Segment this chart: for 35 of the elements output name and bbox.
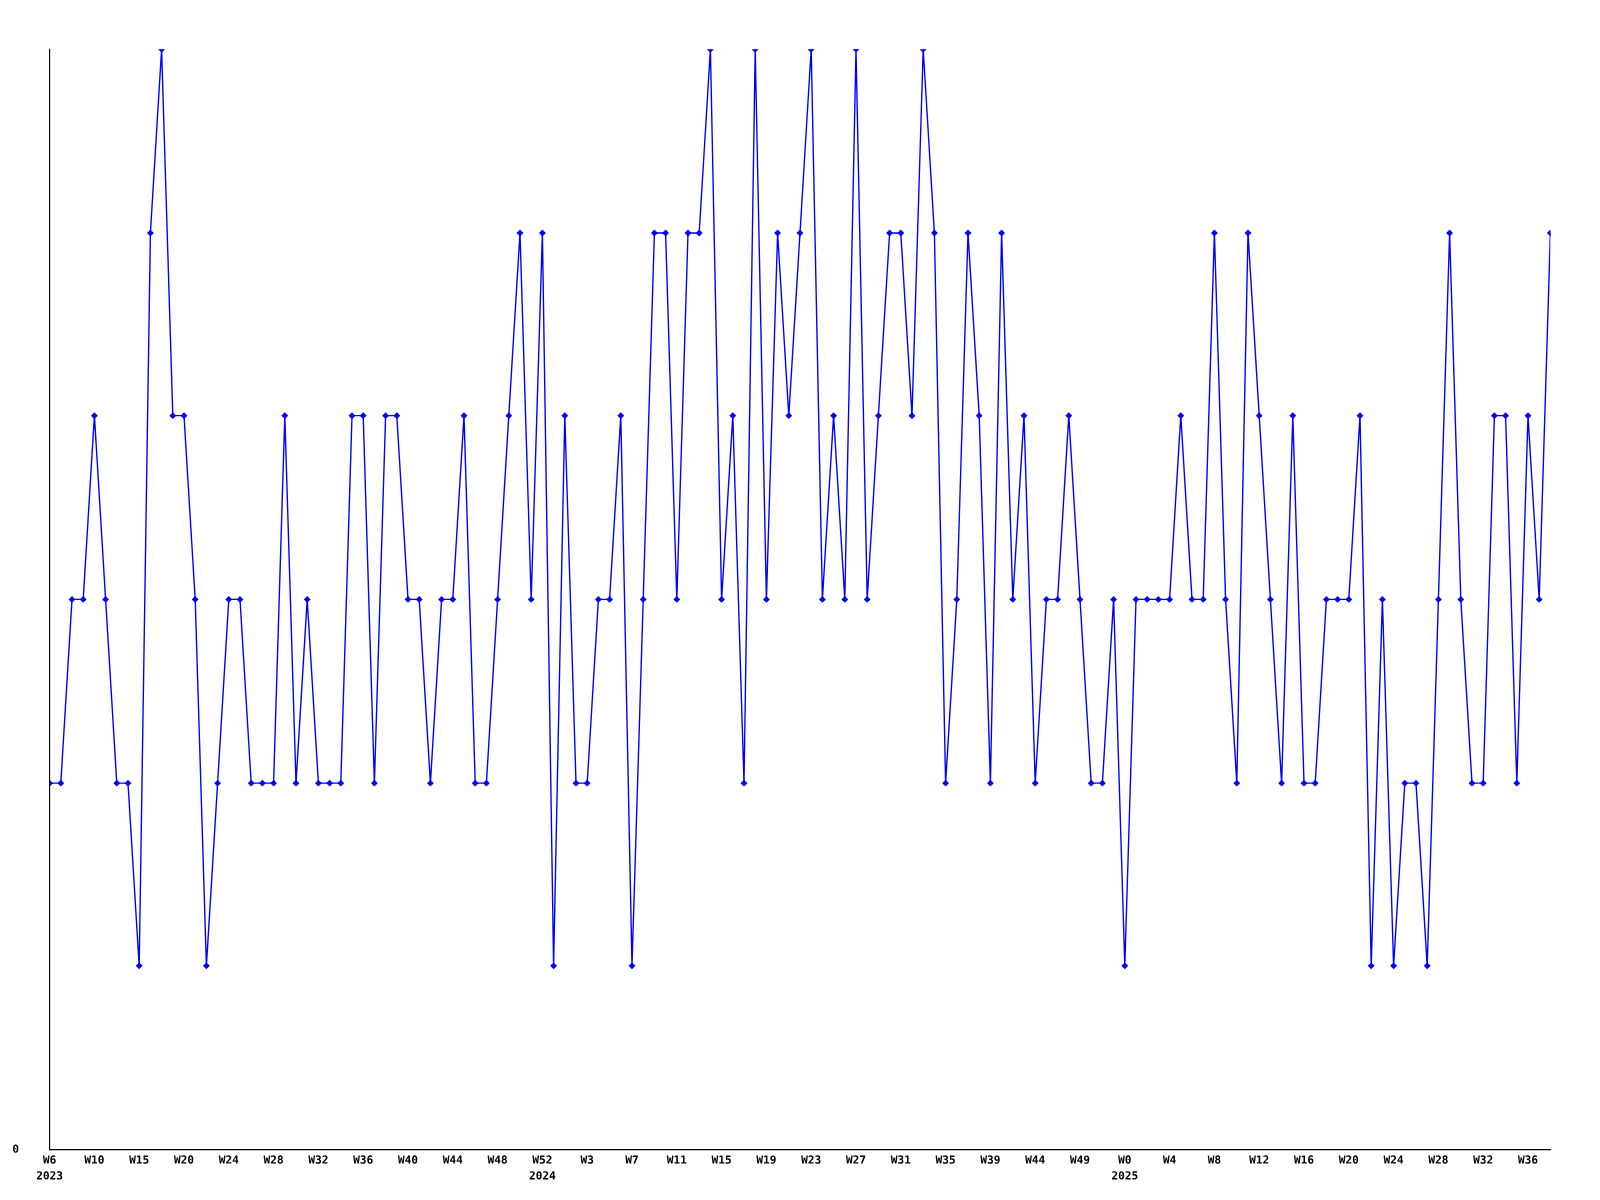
x-tick-label: W40 — [397, 1155, 418, 1164]
x-tick-label: W28 — [1428, 1155, 1448, 1164]
x-tick-label: W6 2023 — [36, 1155, 63, 1180]
x-tick-label: W24 — [218, 1155, 239, 1164]
x-tick-label: W7 — [625, 1155, 638, 1164]
x-tick-label: W11 — [666, 1155, 687, 1164]
x-tick-label: W20 — [1338, 1155, 1359, 1164]
x-tick-label: W16 — [1293, 1155, 1314, 1164]
x-tick-label: W24 — [1383, 1155, 1404, 1164]
x-tick-label: W10 — [84, 1155, 104, 1164]
x-tick-label: W48 — [487, 1155, 507, 1164]
x-tick-label: W52 2024 — [529, 1155, 556, 1180]
x-tick-label: W23 — [801, 1155, 821, 1164]
x-tick-label: W44 — [442, 1155, 463, 1164]
x-tick-label: W4 — [1162, 1155, 1176, 1164]
x-tick-label: W0 2025 — [1112, 1155, 1138, 1180]
x-tick-label: W32 — [1473, 1155, 1493, 1164]
x-tick-label: W8 — [1207, 1155, 1221, 1164]
x-tick-label: W20 — [173, 1155, 194, 1164]
x-tick-label: W39 — [980, 1155, 1000, 1164]
x-tick-label: W15 — [711, 1155, 731, 1164]
x-tick-label: W44 — [1025, 1155, 1045, 1164]
x-tick-label: W32 — [308, 1155, 328, 1164]
x-tick-label: W12 — [1249, 1155, 1269, 1164]
x-tick-label: W49 — [1069, 1155, 1090, 1164]
x-tick-label: W31 — [890, 1155, 911, 1164]
x-tick-label: W36 — [353, 1155, 373, 1164]
x-tick-label: W3 — [580, 1155, 594, 1164]
text: 0 — [13, 1144, 19, 1153]
x-tick-label: W19 — [756, 1155, 776, 1164]
x-tick-label: W36 — [1517, 1155, 1538, 1164]
x-tick-label: W28 — [263, 1155, 283, 1164]
x-tick-label: W27 — [845, 1155, 866, 1164]
x-tick-label: W35 — [935, 1155, 955, 1164]
x-tick-label: W15 — [129, 1155, 149, 1164]
